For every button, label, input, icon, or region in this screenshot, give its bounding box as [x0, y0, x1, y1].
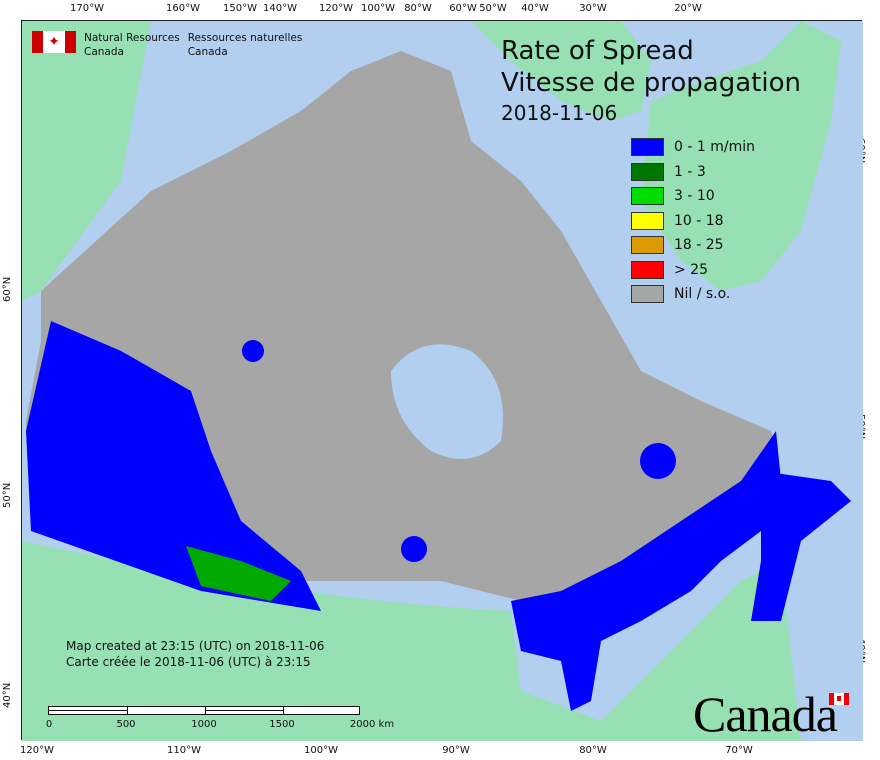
fire-zone-green — [186, 546, 291, 601]
fire-zone-circle — [640, 443, 676, 479]
nrcan-signature: ✦ Natural Resources Canada Ressources nat… — [32, 31, 302, 59]
legend-item: > 25 — [631, 258, 755, 283]
map-date: 2018-11-06 — [501, 101, 618, 125]
top-tick: 100°W — [361, 3, 395, 14]
legend-swatch — [631, 187, 664, 206]
scale-label: 2000 km — [349, 719, 395, 730]
bottom-tick: 110°W — [167, 745, 201, 756]
legend-swatch — [631, 285, 664, 304]
legend-swatch — [631, 260, 664, 279]
top-tick: 30°W — [579, 3, 607, 14]
fire-zone-west — [26, 321, 321, 611]
scale-label: 1000 — [191, 719, 217, 730]
top-tick: 80°W — [404, 3, 432, 14]
fire-zone-circle — [242, 340, 264, 362]
org-name-fr-2: Canada — [187, 46, 228, 58]
top-tick: 40°W — [521, 3, 549, 14]
top-tick: 60°W — [449, 3, 477, 14]
top-tick: 120°W — [319, 3, 353, 14]
hudson-bay — [391, 344, 503, 459]
fire-zone-circle — [401, 536, 427, 562]
scale-label: 0 — [45, 719, 53, 730]
org-name-en: Natural Resources — [84, 32, 180, 44]
credit-fr: Carte créée le 2018-11-06 (UTC) à 23:15 — [66, 655, 311, 669]
alaska — [22, 21, 151, 301]
legend-item: 3 - 10 — [631, 184, 755, 209]
legend-swatch — [631, 138, 664, 157]
left-tick: 50°N — [2, 482, 13, 508]
title-fr: Vitesse de propagation — [501, 68, 801, 98]
scale-label: 1500 — [269, 719, 295, 730]
bottom-tick: 90°W — [442, 745, 470, 756]
legend-swatch — [631, 211, 664, 230]
legend-label: > 25 — [674, 261, 708, 278]
legend-item: 18 - 25 — [631, 233, 755, 258]
bottom-tick: 80°W — [579, 745, 607, 756]
left-tick: 40°N — [2, 682, 13, 708]
legend-label: 1 - 3 — [674, 163, 706, 180]
legend-item: 1 - 3 — [631, 160, 755, 185]
legend-label: 18 - 25 — [674, 237, 724, 254]
map-canvas — [22, 21, 863, 741]
legend-item: 10 - 18 — [631, 209, 755, 234]
top-tick: 50°W — [479, 3, 507, 14]
bottom-tick: 120°W — [20, 745, 54, 756]
creation-note: Map created at 23:15 (UTC) on 2018-11-06… — [66, 638, 324, 670]
map-frame[interactable]: ✦ Natural Resources Canada Ressources nat… — [21, 20, 863, 742]
legend-swatch — [631, 162, 664, 181]
legend-label: 3 - 10 — [674, 188, 715, 205]
legend-swatch — [631, 236, 664, 255]
top-tick: 160°W — [166, 3, 200, 14]
fire-zone-atlantic — [751, 471, 851, 621]
canada-wordmark: Canada — [693, 686, 838, 742]
legend-item: 0 - 1 m/min — [631, 135, 755, 160]
scale-bar — [48, 706, 360, 715]
top-tick: 170°W — [70, 3, 104, 14]
scale-label: 500 — [116, 719, 136, 730]
legend-item: Nil / s.o. — [631, 282, 755, 307]
fire-zone-east — [511, 431, 781, 711]
legend-label: 10 - 18 — [674, 212, 724, 229]
wordmark-flag-icon — [829, 693, 849, 705]
left-tick: 60°N — [2, 276, 13, 302]
org-name-en-2: Canada — [84, 46, 124, 58]
map-title: Rate of Spread Vitesse de propagation 20… — [501, 35, 801, 127]
greenland — [641, 21, 841, 291]
top-tick: 20°W — [674, 3, 702, 14]
bottom-tick: 70°W — [725, 745, 753, 756]
canada-flag-icon: ✦ — [32, 31, 76, 53]
bottom-tick: 100°W — [304, 745, 338, 756]
greenland-north — [471, 21, 651, 121]
credit-en: Map created at 23:15 (UTC) on 2018-11-06 — [66, 639, 325, 653]
top-tick: 150°W — [223, 3, 257, 14]
title-en: Rate of Spread — [501, 36, 694, 66]
legend: 0 - 1 m/min 1 - 3 3 - 10 10 - 18 18 - 25 > 25… — [631, 135, 755, 307]
org-name-fr: Ressources naturelles — [187, 32, 303, 44]
legend-label: 0 - 1 m/min — [674, 139, 755, 156]
legend-label: Nil / s.o. — [674, 286, 731, 303]
top-tick: 140°W — [263, 3, 297, 14]
